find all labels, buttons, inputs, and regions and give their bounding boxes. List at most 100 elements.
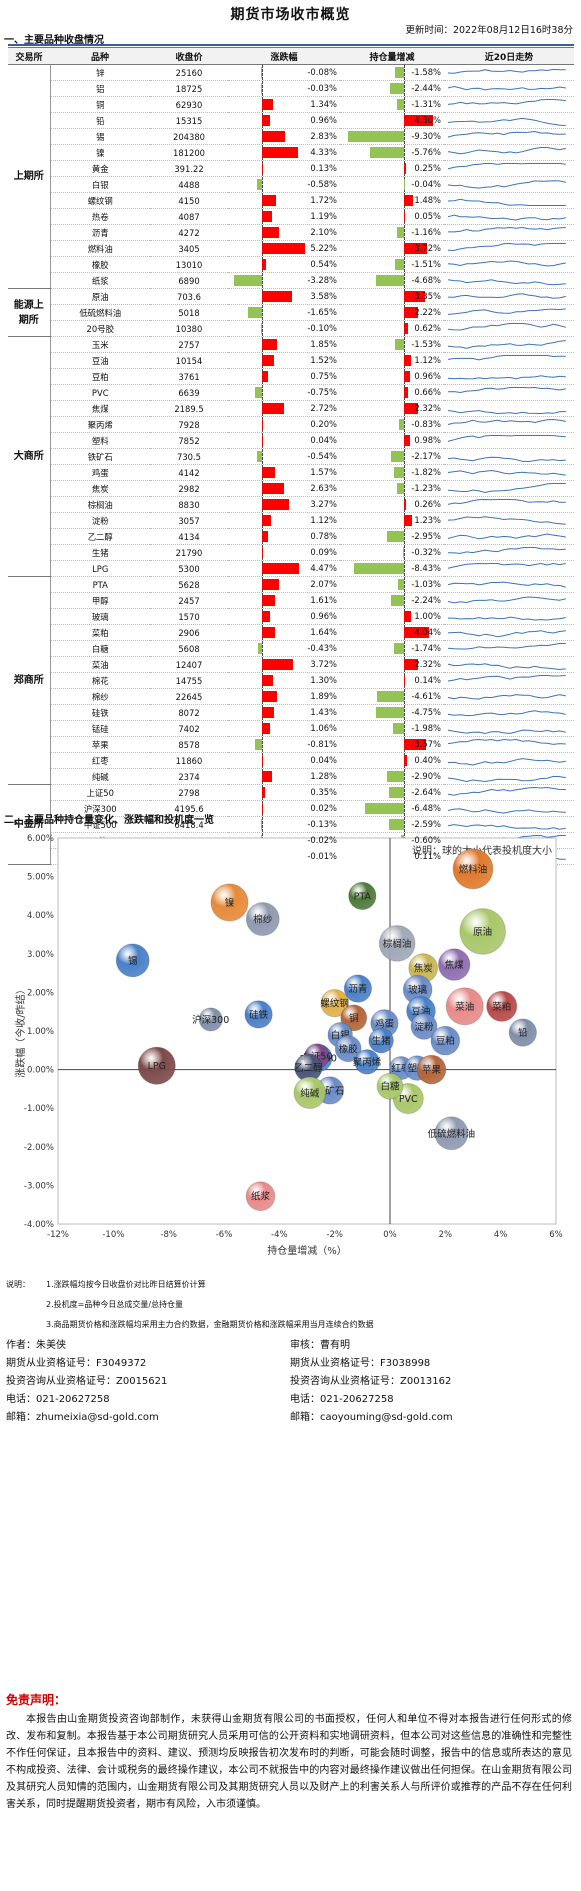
change: 5.22% xyxy=(228,240,340,257)
product-name: 纯碱 xyxy=(50,768,150,785)
change-value: -1.65% xyxy=(307,307,337,317)
bubble-point xyxy=(434,1116,469,1151)
change-value: 0.09% xyxy=(310,547,337,557)
y-axis-label: 涨跌幅（今收/昨结） xyxy=(14,984,27,1077)
open-interest-value: -1.31% xyxy=(411,99,441,109)
change-bar xyxy=(261,531,269,542)
sparkline-svg xyxy=(447,180,566,189)
table-row: 生猪 21790 0.09% -0.32% xyxy=(8,544,574,561)
change-bar xyxy=(261,723,271,734)
bubble-point xyxy=(410,1012,438,1040)
trend-sparkline xyxy=(444,80,574,97)
zero-line xyxy=(404,337,406,352)
sparkline-line xyxy=(447,386,566,394)
zero-line xyxy=(404,449,406,464)
close-price: 4195.6 xyxy=(150,800,228,817)
close-price: 21790 xyxy=(150,544,228,561)
open-interest-value: -1.98% xyxy=(411,723,441,733)
col-trend: 近20日走势 xyxy=(444,47,574,65)
bubble-label: 菜油 xyxy=(455,1001,474,1013)
sparkline-svg xyxy=(447,99,566,105)
open-interest-bar xyxy=(404,611,411,622)
change-bar xyxy=(261,163,263,174)
sparkline-svg xyxy=(447,68,566,74)
sparkline-line xyxy=(447,694,566,700)
bubble-point xyxy=(210,883,249,922)
change: 1.61% xyxy=(228,592,340,609)
zero-line xyxy=(404,705,406,720)
bubble-label: PTA xyxy=(354,891,372,902)
reviewer-cert1: 期货从业资格证号：F3038998 xyxy=(290,1358,431,1369)
open-interest-bar xyxy=(404,403,419,414)
author-cert2: 投资咨询从业资格证号：Z0015621 xyxy=(6,1376,168,1387)
col-open-interest: 持仓量增减 xyxy=(340,47,444,65)
open-interest-bar xyxy=(404,739,426,750)
open-interest: -4.61% xyxy=(340,688,444,705)
sparkline-line xyxy=(447,729,566,735)
zero-line xyxy=(261,449,263,464)
bubble-label: 鸡蛋 xyxy=(375,1018,395,1030)
change-bar xyxy=(261,371,268,382)
open-interest-value: -2.59% xyxy=(411,819,441,829)
change-bar xyxy=(261,707,274,718)
product-name: 白银 xyxy=(50,176,150,193)
open-interest: -0.32% xyxy=(340,544,444,561)
table-row: 沪深300 4195.6 0.02% -6.48% xyxy=(8,800,574,817)
note-1: 1.涨跌幅均按今日收盘价对比昨日结算价计算 xyxy=(46,1280,206,1289)
change-value: -0.58% xyxy=(307,179,337,189)
open-interest: 0.26% xyxy=(340,496,444,513)
table-row: 铅 15315 0.96% 4.80% xyxy=(8,112,574,129)
reviewer-name: 审核：曹有明 xyxy=(290,1340,350,1351)
open-interest-value: -8.43% xyxy=(411,563,441,573)
table-row: 能源上期所 原油 703.6 3.58% 3.35% xyxy=(8,288,574,337)
table-row: PVC 6639 -0.75% 0.66% xyxy=(8,384,574,401)
table-row: 中证500 6418.4 -0.13% -2.59% xyxy=(8,816,574,833)
open-interest: -2.64% xyxy=(340,784,444,801)
open-interest-value: -2.64% xyxy=(411,787,441,797)
change-bar xyxy=(261,131,286,142)
author-block: 作者：朱美侠 期货从业资格证号：F3049372 投资咨询从业资格证号：Z001… xyxy=(6,1337,167,1427)
bubble-label: 原油 xyxy=(473,926,492,938)
sparkline-svg xyxy=(447,694,566,700)
sparkline-svg xyxy=(447,323,566,331)
sparkline-line xyxy=(447,85,566,91)
col-exchange: 交易所 xyxy=(8,47,50,65)
change-bar xyxy=(261,579,279,590)
sparkline-line xyxy=(447,163,566,170)
change-value: -0.54% xyxy=(307,451,337,461)
product-name: 豆油 xyxy=(50,352,150,369)
open-interest-value: 1.48% xyxy=(414,195,441,205)
open-interest-value: 0.05% xyxy=(414,211,441,221)
exchange-cell: 上期所 xyxy=(8,64,51,289)
change-bar xyxy=(261,291,292,302)
open-interest-value: 2.22% xyxy=(414,307,441,317)
open-interest-bar xyxy=(386,531,405,542)
sparkline-svg xyxy=(447,130,566,138)
bubble-label: 淀粉 xyxy=(415,1021,435,1033)
change-bar xyxy=(255,387,262,398)
open-interest-value: 3.35% xyxy=(414,291,441,301)
close-price: 1570 xyxy=(150,608,228,625)
open-interest: 2.22% xyxy=(340,304,444,321)
open-interest-bar xyxy=(393,643,405,654)
table-row: 锡 204380 2.83% -9.30% xyxy=(8,128,574,145)
y-tick-label: -4.00% xyxy=(24,1220,54,1230)
reviewer-phone: 电话：021-20627258 xyxy=(290,1394,394,1405)
zero-line xyxy=(404,209,406,224)
change-bar xyxy=(257,451,262,462)
reviewer-block: 审核：曹有明 期货从业资格证号：F3038998 投资咨询从业资格证号：Z001… xyxy=(290,1337,453,1427)
sparkline-line xyxy=(447,562,566,569)
change-value: -0.03% xyxy=(307,83,337,93)
sparkline-svg xyxy=(447,410,566,415)
change: 4.33% xyxy=(228,144,340,161)
trend-sparkline xyxy=(444,336,574,353)
table-row: 硅铁 8072 1.43% -4.75% xyxy=(8,704,574,721)
product-name: 塑料 xyxy=(50,432,150,449)
update-time: 更新时间：2022年08月12日16时38分 xyxy=(405,25,573,36)
sparkline-svg xyxy=(447,198,566,206)
close-price: 5018 xyxy=(150,304,228,321)
y-tick-label: -1.00% xyxy=(24,1104,54,1114)
close-price: 5608 xyxy=(150,640,228,657)
open-interest: -1.16% xyxy=(340,224,444,241)
trend-sparkline xyxy=(444,352,574,369)
